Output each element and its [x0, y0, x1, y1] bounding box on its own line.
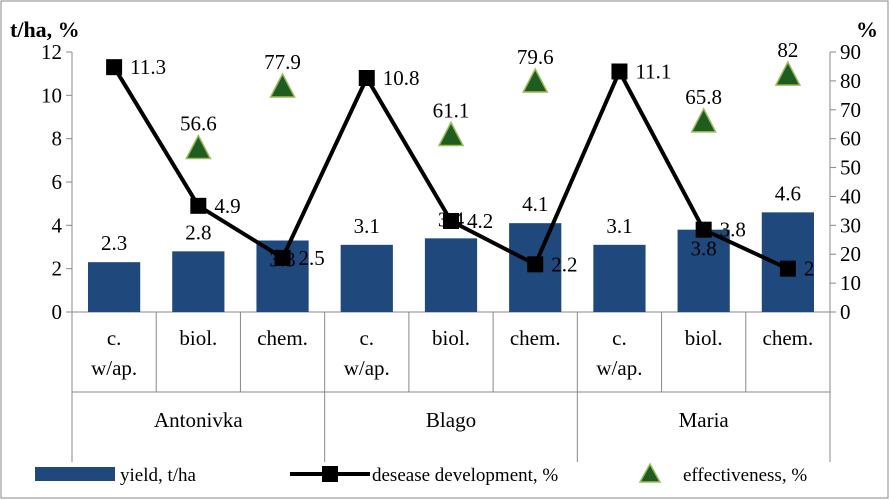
effectiveness-data-label: 79.6: [517, 45, 554, 69]
disease-data-label: 3.8: [720, 218, 746, 242]
bar: [593, 244, 646, 312]
disease-data-label: 4.2: [467, 209, 493, 233]
disease-data-label: 2.2: [551, 252, 577, 276]
disease-marker: [527, 256, 544, 273]
y-right-axis-title: %: [856, 17, 878, 42]
effectiveness-marker: [437, 120, 465, 147]
bar-data-label: 3.3: [269, 248, 295, 272]
legend-label-yield: yield, t/ha: [120, 465, 197, 486]
x-category-label-line2: w/ap.: [91, 356, 137, 380]
effectiveness-marker: [690, 107, 717, 133]
disease-data-label: 11.3: [130, 55, 166, 79]
y-right-tick-label: 60: [840, 127, 861, 151]
y-left-tick-label: 8: [52, 127, 63, 151]
effectiveness-data-label: 61.1: [433, 98, 470, 122]
bar-data-label: 3.1: [354, 214, 380, 238]
legend-label-disease: desease development, %: [372, 465, 558, 486]
x-category-label: biol.: [179, 326, 217, 350]
y-right-tick-label: 90: [840, 40, 861, 64]
disease-data-label: 11.1: [635, 60, 671, 84]
effectiveness-data-label: 77.9: [264, 50, 301, 74]
x-category-label: c.: [107, 326, 122, 350]
x-category-label: biol.: [432, 326, 470, 350]
y-right-tick-label: 10: [840, 271, 861, 295]
y-right-tick-label: 20: [840, 242, 861, 266]
y-left-axis-title: t/ha, %: [10, 17, 80, 42]
legend-label-effectiveness: effectiveness, %: [683, 465, 807, 486]
x-group-label: Maria: [679, 408, 730, 432]
bar: [424, 238, 478, 312]
disease-marker: [106, 59, 123, 76]
y-left-tick-label: 0: [52, 300, 63, 324]
y-left-tick-label: 10: [41, 83, 62, 107]
y-right-tick-label: 40: [840, 184, 861, 208]
effectiveness-marker: [521, 67, 549, 93]
effectiveness-marker: [269, 72, 296, 98]
disease-data-label: 2.5: [299, 246, 325, 270]
y-right-tick-label: 30: [840, 213, 861, 237]
y-left-tick-label: 6: [52, 170, 63, 194]
disease-marker: [779, 260, 796, 277]
x-category-label: c.: [612, 326, 627, 350]
y-left-tick-label: 2: [52, 257, 63, 281]
legend: yield, t/ha desease development, % effecti…: [35, 462, 807, 486]
bar: [172, 251, 225, 312]
bar: [88, 262, 141, 312]
bar-data-label: 2.3: [101, 231, 127, 255]
disease-marker: [611, 63, 628, 80]
disease-marker: [443, 213, 459, 229]
bar-data-label: 4.1: [522, 192, 548, 216]
x-group-label: Antonivka: [154, 408, 243, 432]
disease-marker: [274, 249, 291, 266]
effectiveness-data-label: 56.6: [180, 111, 217, 135]
x-category-label-line2: w/ap.: [344, 356, 390, 380]
disease-marker: [358, 70, 375, 86]
legend-swatch-disease-marker: [322, 466, 338, 482]
bar: [677, 229, 730, 312]
legend-swatch-yield: [35, 467, 115, 481]
disease-marker: [190, 197, 207, 214]
y-left-tick-label: 12: [41, 40, 62, 64]
y-left-tick-label: 4: [52, 213, 63, 237]
effectiveness-data-label: 65.8: [685, 85, 722, 109]
bar-data-label: 3.1: [606, 214, 632, 238]
effectiveness-data-label: 82: [777, 38, 798, 62]
x-category-label: biol.: [685, 326, 723, 350]
disease-data-label: 10.8: [383, 66, 420, 90]
effectiveness-marker: [774, 60, 802, 86]
x-category-label: chem.: [257, 326, 308, 350]
x-category-label: chem.: [510, 326, 561, 350]
x-category-label: chem.: [763, 326, 814, 350]
y-right-tick-label: 50: [840, 156, 861, 180]
y-right-tick-label: 0: [840, 300, 851, 324]
disease-data-label: 4.9: [214, 194, 240, 218]
x-category-label: c.: [359, 326, 374, 350]
legend-swatch-effectiveness: [638, 462, 662, 483]
y-right-tick-label: 80: [840, 69, 861, 93]
x-group-label: Blago: [426, 408, 476, 432]
bar-data-label: 3.4: [438, 207, 465, 231]
disease-marker: [695, 221, 712, 238]
disease-data-label: 2: [804, 257, 815, 281]
bar-data-label: 2.8: [185, 220, 211, 244]
effectiveness-marker: [185, 133, 212, 160]
bar: [340, 244, 393, 312]
x-category-label-line2: w/ap.: [596, 356, 642, 380]
y-right-tick-label: 70: [840, 98, 861, 122]
bar-data-label: 3.8: [691, 237, 717, 261]
bar-data-label: 4.6: [775, 181, 801, 205]
